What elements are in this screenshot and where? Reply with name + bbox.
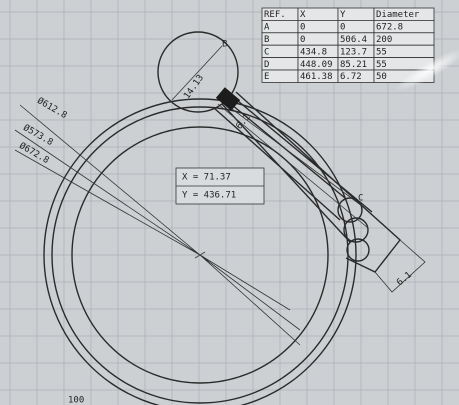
table-value: 434.8	[300, 47, 327, 57]
table-header: X	[300, 10, 306, 20]
dim-line	[171, 45, 223, 101]
coord-y: Y = 436.71	[182, 191, 236, 201]
label-c: C	[358, 194, 363, 204]
table-value: 85.21	[340, 60, 367, 70]
table-value: 448.09	[300, 60, 333, 70]
table-value: D	[264, 60, 269, 70]
label-b: B	[222, 40, 227, 50]
table-value: C	[264, 47, 269, 57]
table-value: 0	[340, 23, 345, 33]
table-value: 200	[376, 35, 392, 45]
circle-b	[157, 31, 239, 113]
center-lines	[217, 99, 369, 229]
table-value: 6.72	[340, 72, 362, 82]
table-value: 506.4	[340, 35, 367, 45]
screen-glare	[395, 48, 459, 92]
table-value: B	[264, 35, 269, 45]
table-header: REF.	[264, 10, 286, 20]
table-value: 672.8	[376, 23, 403, 33]
circle-outer	[43, 98, 357, 405]
table-value: 0	[300, 23, 305, 33]
table-header: Y	[340, 10, 346, 20]
contact-mark	[215, 87, 241, 111]
center-mark	[194, 251, 206, 259]
circle-e	[346, 238, 370, 262]
table-value: A	[264, 23, 270, 33]
table-value: 461.38	[300, 72, 333, 82]
table-value: 55	[376, 47, 387, 57]
coord-x: X = 71.37	[182, 173, 231, 183]
coordinate-table: REF. X Y Diameter A 0 0 672.8 B 0 506.4 200 C 434.8 12…	[261, 7, 435, 83]
scale-label: 100	[68, 396, 84, 405]
table-value: 50	[376, 72, 387, 82]
circle-inner	[71, 126, 329, 384]
table-value: 0	[300, 35, 305, 45]
dim-box	[374, 239, 426, 293]
table-value: E	[264, 72, 269, 82]
circle-c	[337, 197, 363, 223]
table-value: 55	[376, 60, 387, 70]
table-header: Diameter	[376, 10, 420, 20]
table-value: 123.7	[340, 47, 367, 57]
